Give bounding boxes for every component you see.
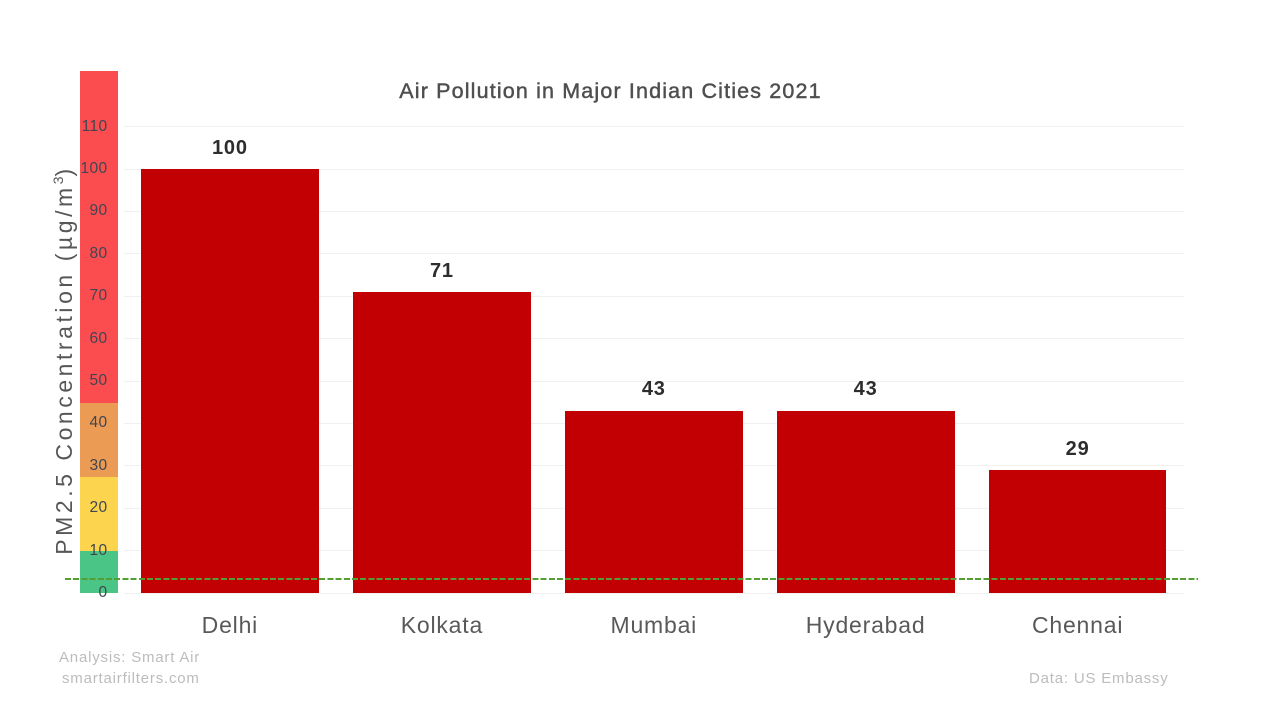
y-scale-band-2 [80, 403, 118, 477]
y-tick-label-50: 50 [89, 372, 108, 389]
y-axis-title: PM2.5 Concentration (µg/m3) [50, 165, 78, 554]
y-tick-label-90: 90 [89, 202, 108, 220]
gridline-110 [124, 126, 1184, 128]
y-tick-label-40: 40 [89, 414, 108, 432]
gridline-0 [124, 592, 1184, 594]
gridline-70 [124, 295, 1184, 297]
y-tick-label-70: 70 [89, 287, 108, 305]
y-tick-label-0: 0 [98, 584, 108, 601]
y-scale-band-3 [80, 70, 118, 403]
bar-hyderabad [776, 410, 955, 593]
y-scale-band-1 [80, 476, 118, 551]
gridline-100 [124, 168, 1184, 170]
y-tick-label-80: 80 [89, 244, 108, 262]
gridline-90 [124, 210, 1184, 212]
y-tick-label-30: 30 [89, 456, 108, 474]
footer-data-source: Data: US Embassy [1029, 670, 1169, 687]
y-tick-label-110: 110 [81, 117, 108, 135]
gridline-60 [124, 338, 1184, 340]
x-category-label-chennai: Chennai [1031, 612, 1124, 638]
footer-website: smartairfilters.com [62, 670, 200, 687]
bar-value-mumbai: 43 [641, 378, 666, 401]
bar-delhi [141, 169, 319, 593]
reference-line [64, 578, 1198, 581]
bar-value-delhi: 100 [212, 136, 248, 159]
x-category-label-kolkata: Kolkata [400, 612, 484, 638]
footer-analysis-credit: Analysis: Smart Air [59, 649, 201, 666]
y-tick-label-60: 60 [89, 329, 108, 347]
y-tick-label-100: 100 [80, 160, 108, 177]
y-tick-label-10: 10 [89, 541, 108, 559]
bar-value-hyderabad: 43 [853, 378, 878, 401]
bar-mumbai [564, 410, 743, 593]
chart-title: Air Pollution in Major Indian Cities 202… [399, 79, 822, 103]
y-scale-band-0 [80, 550, 118, 593]
x-category-label-mumbai: Mumbai [610, 612, 698, 638]
bar-value-kolkata: 71 [429, 259, 454, 282]
bar-value-chennai: 29 [1065, 437, 1090, 460]
x-category-label-delhi: Delhi [201, 612, 259, 638]
bar-chennai [988, 470, 1167, 593]
y-tick-label-20: 20 [89, 499, 108, 517]
gridline-50 [124, 380, 1184, 382]
bar-kolkata [352, 292, 531, 593]
gridline-80 [124, 253, 1184, 255]
x-category-label-hyderabad: Hyderabad [805, 612, 926, 638]
